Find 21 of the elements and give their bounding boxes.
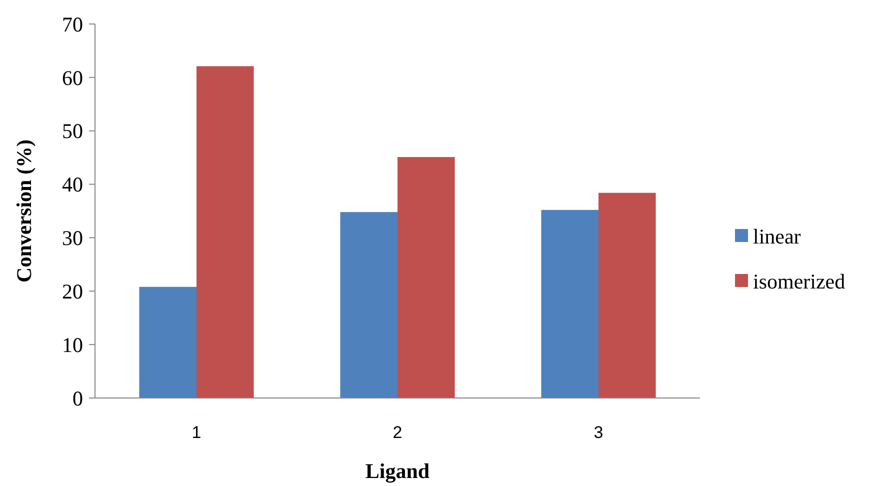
y-tick-label: 10 xyxy=(62,332,83,357)
y-tick-label: 70 xyxy=(62,12,83,36)
bar xyxy=(340,212,398,398)
x-tick-label: 3 xyxy=(594,423,604,442)
bar xyxy=(541,210,598,398)
y-axis-title: Conversion (%) xyxy=(12,140,36,282)
bar xyxy=(398,157,455,398)
bar xyxy=(139,286,197,398)
legend-label: linear xyxy=(753,224,801,248)
bar xyxy=(598,192,656,398)
x-tick-label: 1 xyxy=(192,423,202,442)
y-tick-label: 30 xyxy=(62,226,83,250)
x-tick-label: 2 xyxy=(392,423,402,442)
bar xyxy=(196,66,254,398)
x-axis-title: Ligand xyxy=(365,459,430,483)
y-tick-label: 60 xyxy=(62,66,83,90)
y-tick-label: 0 xyxy=(72,386,83,410)
y-tick-label: 20 xyxy=(62,279,83,304)
y-tick-label: 40 xyxy=(62,172,83,197)
legend-label: isomerized xyxy=(753,269,846,294)
y-tick-label: 50 xyxy=(62,119,83,144)
